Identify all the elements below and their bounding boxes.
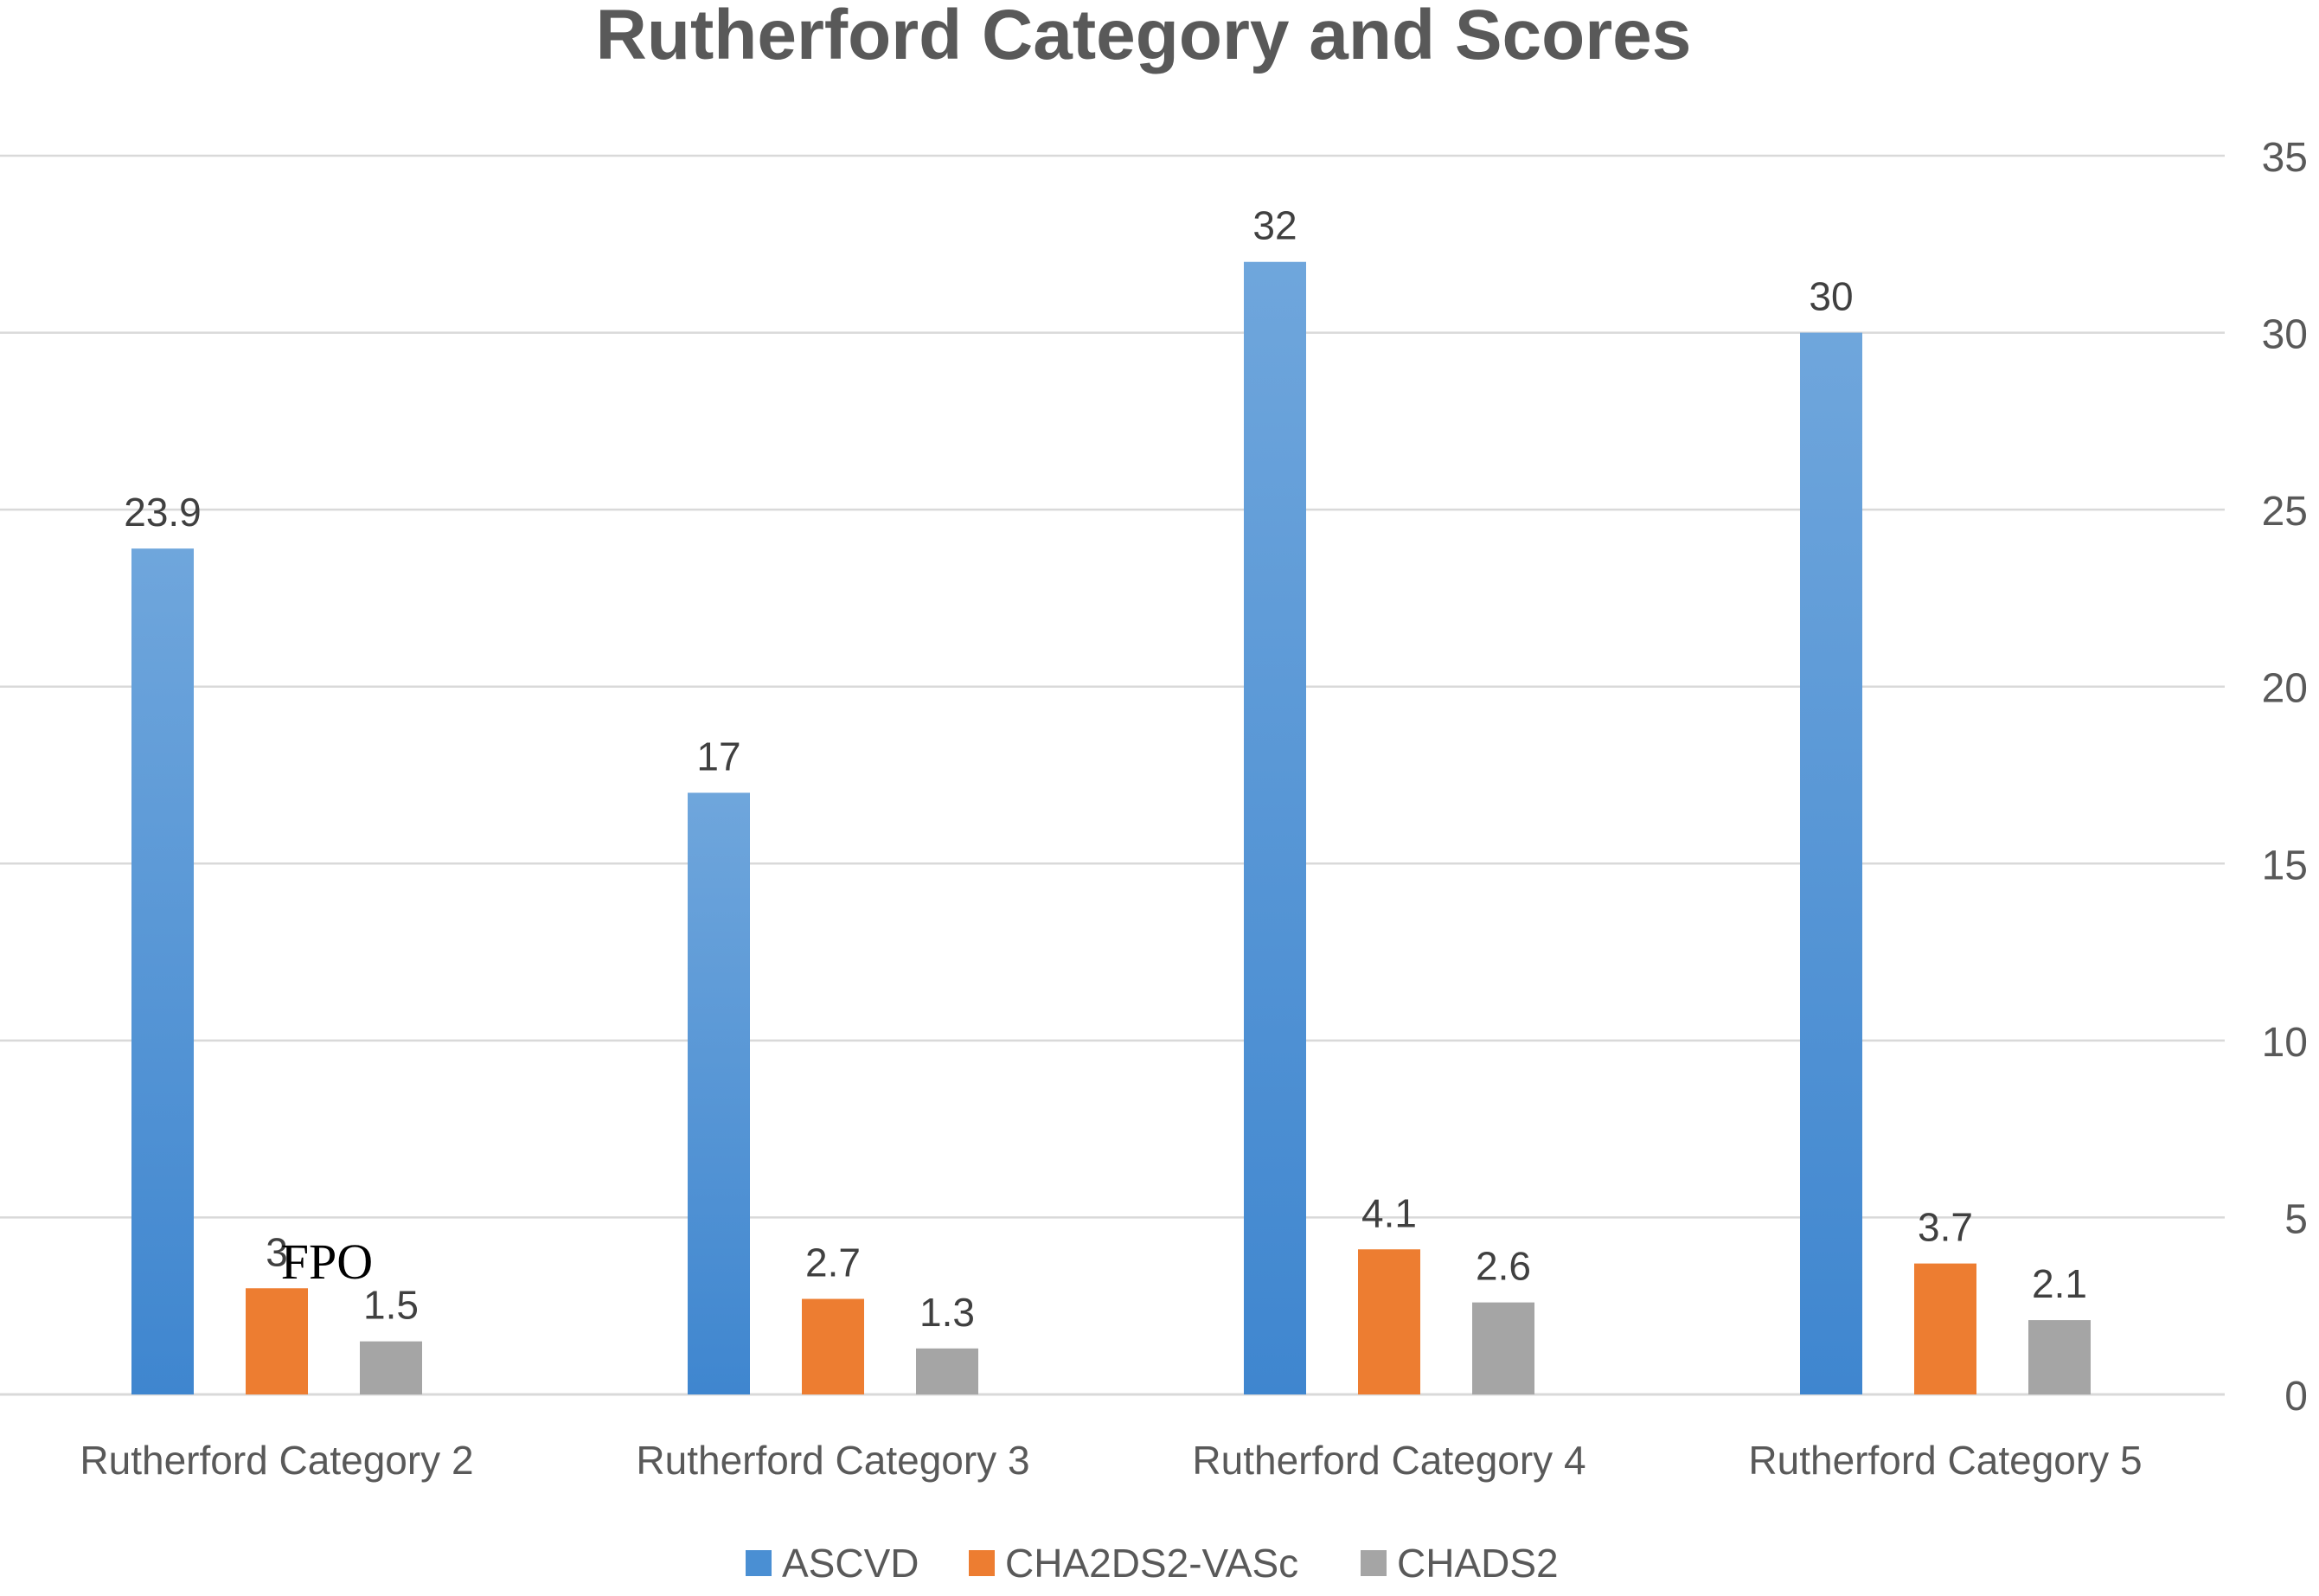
legend: ASCVD CHA2DS2-VASc CHADS2 bbox=[746, 1541, 1559, 1586]
category-label: Rutherford Category 5 bbox=[1748, 1438, 2142, 1483]
y-tick-label: 25 bbox=[2262, 489, 2308, 535]
chart-title: Rutherford Category and Scores bbox=[596, 0, 1692, 74]
data-label: 4.1 bbox=[1361, 1190, 1417, 1235]
data-label: 1.5 bbox=[363, 1283, 419, 1328]
data-label: 30 bbox=[1809, 274, 1853, 319]
y-axis: 0 5 10 15 20 25 30 35 bbox=[2262, 135, 2308, 1420]
bar-ascvd bbox=[1244, 261, 1306, 1394]
data-label: 3 bbox=[266, 1229, 288, 1274]
category-label: Rutherford Category 4 bbox=[1192, 1438, 1586, 1483]
data-label: 2.6 bbox=[1476, 1244, 1531, 1289]
bar-ascvd bbox=[131, 548, 194, 1394]
bar-cha2ds2-vasc bbox=[802, 1298, 864, 1394]
bar-cha2ds2-vasc bbox=[1914, 1263, 1976, 1394]
y-tick-label: 10 bbox=[2262, 1020, 2308, 1066]
gridlines bbox=[0, 154, 2225, 1396]
data-label: 3.7 bbox=[1918, 1205, 1973, 1250]
legend-label: CHADS2 bbox=[1397, 1541, 1559, 1586]
bar-chads2 bbox=[916, 1348, 978, 1394]
y-tick-label: 20 bbox=[2262, 666, 2308, 712]
fpo-annotation: FPO bbox=[281, 1234, 373, 1290]
legend-swatch bbox=[746, 1550, 772, 1576]
bars bbox=[131, 261, 2091, 1395]
data-label: 23.9 bbox=[124, 490, 202, 535]
data-label: 32 bbox=[1252, 203, 1297, 248]
bar-ascvd bbox=[1800, 332, 1862, 1395]
data-label: 2.7 bbox=[805, 1240, 861, 1285]
bar-cha2ds2-vasc bbox=[246, 1288, 308, 1394]
data-labels: 23.9 3 1.5 17 2.7 1.3 32 4.1 2.6 30 3.7 2.1 bbox=[124, 203, 2087, 1335]
bar-chads2 bbox=[1472, 1302, 1534, 1394]
legend-label: CHA2DS2-VASc bbox=[1005, 1541, 1298, 1586]
legend-label: ASCVD bbox=[782, 1541, 919, 1586]
y-tick-label: 0 bbox=[2284, 1374, 2308, 1420]
bar-chads2 bbox=[360, 1341, 422, 1394]
bar-ascvd bbox=[688, 792, 750, 1394]
bar-chads2 bbox=[2028, 1320, 2091, 1394]
bar-cha2ds2-vasc bbox=[1358, 1249, 1420, 1394]
y-tick-label: 30 bbox=[2262, 312, 2308, 358]
y-tick-label: 35 bbox=[2262, 135, 2308, 181]
y-tick-label: 15 bbox=[2262, 843, 2308, 888]
data-label: 1.3 bbox=[919, 1290, 975, 1335]
data-label: 17 bbox=[696, 734, 740, 779]
y-tick-label: 5 bbox=[2284, 1196, 2308, 1242]
legend-swatch bbox=[969, 1550, 995, 1576]
x-axis: Rutherford Category 2 Rutherford Category… bbox=[80, 1438, 2142, 1483]
legend-swatch bbox=[1361, 1550, 1387, 1576]
data-label: 2.1 bbox=[2032, 1261, 2087, 1306]
category-label: Rutherford Category 3 bbox=[636, 1438, 1029, 1483]
category-label: Rutherford Category 2 bbox=[80, 1438, 473, 1483]
